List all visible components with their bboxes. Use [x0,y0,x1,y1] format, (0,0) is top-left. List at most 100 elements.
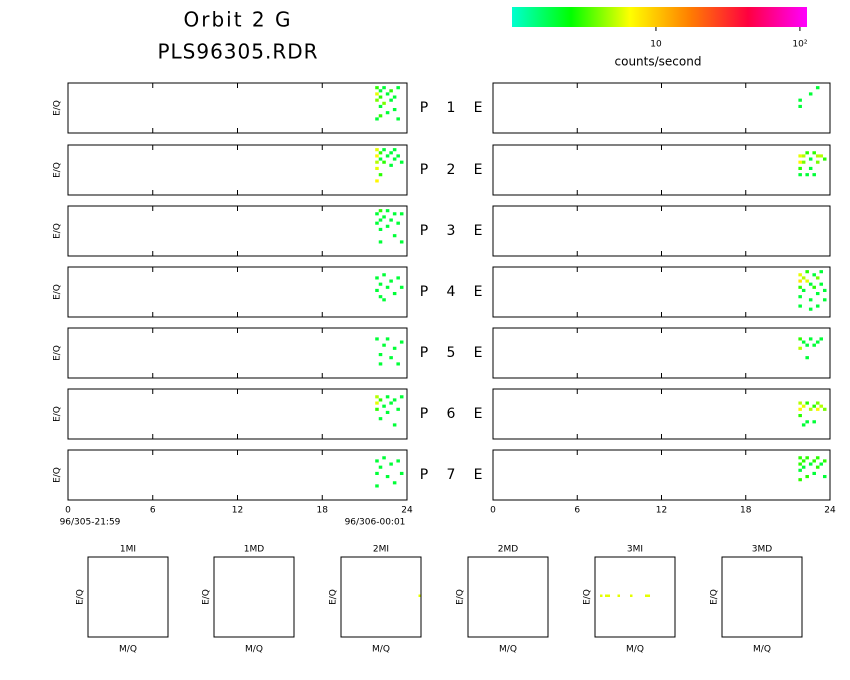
heat-cell [378,295,383,299]
heat-cell [378,104,383,108]
heat-cell [815,456,820,460]
heat-cell [389,163,393,167]
panel-frame [492,388,831,440]
heat-cell [378,227,383,231]
heat-cell [375,401,379,405]
heat-cell [798,154,802,158]
title: Orbit 2 G [184,8,293,32]
heat-cell [801,459,806,463]
heat-cell [822,298,827,302]
row-label: P [420,406,428,422]
y-axis-label: E/Q [53,223,63,239]
heat-cell [378,114,383,118]
heat-cell [822,407,827,411]
heat-cell [392,212,397,216]
heat-cell [822,459,827,463]
heat-cell [808,157,813,161]
heat-cell [392,108,397,112]
row-label: P [420,467,428,483]
heat-cell [822,288,827,292]
panel-frame [721,556,803,638]
colorbar-label: counts/second [615,55,702,69]
x-tick-label: 0 [490,506,496,516]
heat-cell [815,292,820,296]
heat-cell [815,276,820,280]
heat-cell [385,154,390,158]
heat-cell [385,209,390,213]
row-number: 6 [447,406,456,422]
heat-cell [375,276,379,280]
y-axis-label: E/Q [53,100,63,116]
heat-cell [385,285,390,289]
heat-cell [382,298,386,302]
heat-cell [808,337,813,341]
heat-cell [385,224,390,228]
row-label: P [420,100,428,116]
heat-cell [396,154,400,158]
heat-cell [396,221,400,225]
heat-cell [798,456,802,460]
heat-cell [798,304,802,308]
heat-cell [378,95,383,99]
heat-cell [385,395,390,399]
heat-cell [378,151,383,155]
heat-cell [617,594,620,597]
heat-cell [812,343,816,347]
heat-cell [399,285,404,289]
panel-frame [492,82,831,134]
panel-frame [67,205,408,257]
heat-cell [647,594,650,597]
x-axis-label: M/Q [753,645,771,655]
subtitle: PLS96305.RDR [157,40,318,64]
heat-cell [805,343,809,347]
heat-cell [798,104,802,108]
heat-cell [805,456,809,460]
heat-cell [375,337,379,341]
heat-cell [812,471,816,475]
panel-frame [467,556,549,638]
heat-cell [815,304,820,308]
heat-cell [801,465,806,469]
heat-cell [815,407,820,411]
panel-frame [492,205,831,257]
panel-frame [67,327,408,379]
heat-cell [375,166,379,170]
y-axis-label: E/Q [53,284,63,300]
heat-cell [389,401,393,405]
heat-cell [399,212,404,216]
heat-cell [375,117,379,121]
heat-cell [798,285,802,289]
heat-cell [382,273,386,277]
heat-cell [801,288,806,292]
heat-cell [812,459,816,463]
panel-title: 1MI [120,545,136,555]
heat-cell [798,279,802,283]
y-axis-label: E/Q [329,589,339,605]
panel-frame [492,266,831,318]
heat-cell [378,89,383,93]
heat-cell [798,478,802,482]
x-axis-label: M/Q [245,645,263,655]
heat-cell [375,154,379,158]
heat-cell [399,240,404,244]
heat-cell [385,337,390,341]
y-axis-label: E/Q [202,589,212,605]
colorbar-tick-label: 10 [650,40,662,50]
heat-cell [392,398,397,402]
heat-cell [812,151,816,155]
end-time: 96/306-00:01 [345,518,406,528]
heat-cell [392,234,397,238]
row-number: 2 [447,162,456,178]
heat-cell [389,462,393,466]
heat-cell [389,218,393,222]
heat-cell [396,362,400,366]
heat-cell [805,173,809,177]
heat-cell [396,459,400,463]
heat-cell [819,404,823,408]
panel-frame [87,556,169,638]
heat-cell [375,288,379,292]
x-tick-label: 0 [65,506,71,516]
heat-cell [815,401,820,405]
heat-cell [396,86,400,90]
heat-cell [382,215,386,219]
